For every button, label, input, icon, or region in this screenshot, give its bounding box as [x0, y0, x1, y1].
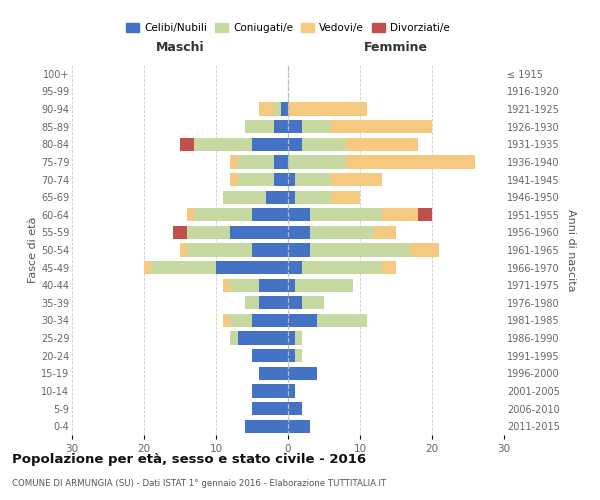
Bar [238, 156, 274, 168]
Bar [230, 314, 252, 327]
Text: COMUNE DI ARMUNGIA (SU) - Dati ISTAT 1° gennaio 2016 - Elaborazione TUTTITALIA.I: COMUNE DI ARMUNGIA (SU) - Dati ISTAT 1° … [12, 479, 386, 488]
Bar [302, 120, 331, 134]
Bar [288, 384, 295, 398]
Bar [288, 138, 302, 151]
Bar [187, 208, 194, 222]
Bar [331, 173, 382, 186]
Bar [252, 244, 288, 256]
Bar [295, 190, 331, 204]
Bar [295, 278, 353, 292]
Bar [288, 244, 310, 256]
Bar [317, 314, 367, 327]
Bar [382, 208, 418, 222]
Bar [173, 226, 187, 239]
Bar [288, 420, 310, 433]
Bar [252, 402, 288, 415]
Bar [302, 296, 324, 310]
Bar [252, 138, 288, 151]
Bar [288, 296, 302, 310]
Bar [180, 244, 187, 256]
Bar [302, 138, 346, 151]
Bar [274, 120, 288, 134]
Bar [288, 261, 302, 274]
Bar [194, 208, 252, 222]
Bar [374, 226, 396, 239]
Bar [288, 226, 310, 239]
Bar [238, 173, 274, 186]
Bar [346, 138, 418, 151]
Text: Femmine: Femmine [364, 42, 428, 54]
Bar [144, 261, 151, 274]
Y-axis label: Fasce di età: Fasce di età [28, 217, 38, 283]
Bar [418, 208, 432, 222]
Bar [382, 261, 396, 274]
Bar [230, 226, 288, 239]
Bar [288, 402, 302, 415]
Bar [410, 244, 439, 256]
Bar [281, 102, 288, 116]
Bar [223, 314, 230, 327]
Text: Popolazione per età, sesso e stato civile - 2016: Popolazione per età, sesso e stato civil… [12, 452, 366, 466]
Bar [223, 278, 230, 292]
Bar [252, 349, 288, 362]
Bar [331, 120, 432, 134]
Bar [302, 261, 382, 274]
Bar [187, 244, 252, 256]
Bar [259, 366, 288, 380]
Bar [252, 314, 288, 327]
Bar [295, 173, 331, 186]
Bar [252, 384, 288, 398]
Bar [230, 278, 259, 292]
Bar [288, 173, 295, 186]
Bar [274, 156, 288, 168]
Bar [230, 332, 238, 344]
Bar [295, 349, 302, 362]
Bar [295, 332, 302, 344]
Bar [194, 138, 252, 151]
Bar [252, 208, 288, 222]
Bar [288, 366, 317, 380]
Bar [288, 314, 317, 327]
Bar [288, 332, 295, 344]
Bar [310, 244, 410, 256]
Bar [230, 156, 238, 168]
Bar [288, 156, 346, 168]
Bar [259, 296, 288, 310]
Bar [238, 332, 288, 344]
Bar [245, 296, 259, 310]
Bar [180, 138, 194, 151]
Bar [274, 102, 281, 116]
Bar [266, 190, 288, 204]
Bar [310, 208, 382, 222]
Bar [288, 102, 367, 116]
Bar [331, 190, 360, 204]
Bar [288, 349, 295, 362]
Bar [288, 278, 295, 292]
Bar [230, 173, 238, 186]
Bar [259, 278, 288, 292]
Bar [288, 208, 310, 222]
Legend: Celibi/Nubili, Coniugati/e, Vedovi/e, Divorziati/e: Celibi/Nubili, Coniugati/e, Vedovi/e, Di… [122, 18, 454, 37]
Bar [223, 190, 266, 204]
Bar [245, 120, 274, 134]
Bar [346, 156, 475, 168]
Bar [274, 173, 288, 186]
Bar [245, 420, 288, 433]
Bar [288, 120, 302, 134]
Bar [216, 261, 288, 274]
Bar [288, 190, 295, 204]
Text: Maschi: Maschi [155, 42, 205, 54]
Y-axis label: Anni di nascita: Anni di nascita [566, 209, 577, 291]
Bar [187, 226, 230, 239]
Bar [310, 226, 374, 239]
Bar [259, 102, 274, 116]
Bar [151, 261, 216, 274]
